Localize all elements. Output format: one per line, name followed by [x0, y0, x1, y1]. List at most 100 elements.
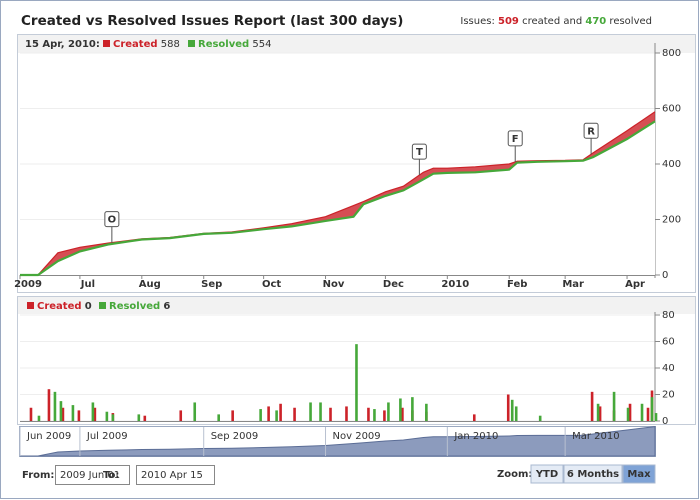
y-tick-label: 80 [662, 310, 675, 321]
x-tick-label: Dec [383, 279, 404, 290]
legend-name: Resolved [109, 301, 160, 312]
bar [279, 403, 282, 421]
flag-label: R [587, 126, 595, 137]
legend-value: 0 [85, 301, 92, 312]
y-tick-label: 40 [662, 363, 675, 374]
legend-value: 588 [161, 39, 180, 50]
bar [538, 415, 542, 421]
x-tick-label: Apr [625, 279, 645, 290]
zoom-button-label[interactable]: YTD [535, 469, 558, 480]
x-tick-label: Nov [323, 279, 345, 290]
legend-date: 15 Apr, 2010: [25, 39, 100, 50]
navigator-label: Nov 2009 [333, 431, 381, 442]
title: Created vs Resolved Issues Report (last … [21, 13, 403, 29]
bar [345, 406, 348, 421]
issues-summary: Issues: 509 created and 470 resolved [460, 16, 652, 27]
zoom-button[interactable] [563, 464, 623, 484]
bar [37, 415, 41, 421]
bar [275, 410, 278, 421]
legend-swatch [103, 40, 110, 47]
bar [514, 406, 518, 421]
legend-value: 554 [252, 39, 271, 50]
legend-value: 6 [163, 301, 170, 312]
x-tick-label: 2009 [14, 279, 42, 290]
bar [510, 399, 514, 421]
zoom-button-label[interactable]: 6 Months [567, 469, 619, 480]
bar [259, 409, 262, 421]
x-tick-label: Oct [262, 279, 281, 290]
date-input-value[interactable]: 2010 Apr 15 [141, 470, 203, 481]
legend-bar [18, 35, 695, 53]
bar [650, 397, 654, 421]
legend-swatch [99, 302, 106, 309]
bar [105, 411, 109, 421]
resolved-text: resolved [609, 16, 652, 27]
legend-entry: Created 588 [113, 39, 180, 50]
bar [646, 407, 650, 421]
flag [411, 143, 427, 160]
legend-name: Created [37, 301, 82, 312]
bar [628, 403, 632, 421]
bar [231, 410, 234, 421]
bar [626, 407, 630, 421]
bar [319, 402, 322, 421]
y-tick-label: 600 [662, 104, 681, 115]
bar [111, 414, 115, 421]
navigator-area [20, 426, 656, 457]
zoom-button[interactable] [530, 464, 564, 484]
zoom-label: Zoom: [497, 469, 532, 480]
bar [596, 403, 600, 421]
bar [472, 414, 476, 421]
bar [387, 402, 390, 421]
y-tick-label: 0 [662, 416, 668, 427]
bar [93, 407, 97, 421]
created-count: 509 [498, 16, 519, 27]
created-text: created and [522, 16, 582, 27]
bar [179, 410, 183, 421]
navigator-label: Jan 2010 [453, 431, 498, 442]
flag-label: F [512, 134, 519, 145]
bar [137, 414, 141, 421]
bar [506, 394, 510, 421]
legend-name: Resolved [198, 39, 249, 50]
flag [104, 211, 120, 228]
y-tick-label: 0 [662, 270, 668, 281]
legend-entry: Created 0 [37, 301, 92, 312]
x-tick-label: Aug [139, 279, 161, 290]
bar [329, 407, 332, 421]
date-input[interactable] [55, 465, 130, 485]
bar [654, 413, 658, 421]
navigator-label: Jun 2009 [26, 431, 71, 442]
y-tick-label: 400 [662, 159, 681, 170]
bar [53, 391, 57, 421]
bar [640, 403, 644, 421]
legend-name: Created [113, 39, 158, 50]
bar [61, 407, 65, 421]
x-tick-label: Sep [201, 279, 222, 290]
bar [29, 407, 33, 421]
zoom-button-label[interactable]: Max [627, 469, 651, 480]
bar [383, 410, 386, 421]
x-tick-label: 2010 [441, 279, 469, 290]
bar [47, 389, 51, 421]
flag [507, 130, 523, 147]
x-tick-label: Mar [562, 279, 584, 290]
y-tick-label: 20 [662, 390, 675, 401]
date-input[interactable] [136, 465, 215, 485]
date-input-value[interactable]: 2009 Jun 01 [60, 470, 120, 481]
bar [77, 410, 81, 421]
bar [293, 407, 296, 421]
legend-entry: Resolved 554 [198, 39, 271, 50]
line [20, 120, 656, 277]
navigator-label: Jul 2009 [86, 431, 128, 442]
y-tick-label: 200 [662, 215, 681, 226]
bar [309, 402, 312, 421]
zoom-button[interactable] [622, 464, 656, 484]
legend-entry: Resolved 6 [109, 301, 170, 312]
y-tick-label: 60 [662, 337, 675, 348]
bar [590, 391, 594, 421]
flag-label: O [108, 215, 117, 226]
y-tick-label: 800 [662, 48, 681, 59]
bar [598, 406, 602, 421]
